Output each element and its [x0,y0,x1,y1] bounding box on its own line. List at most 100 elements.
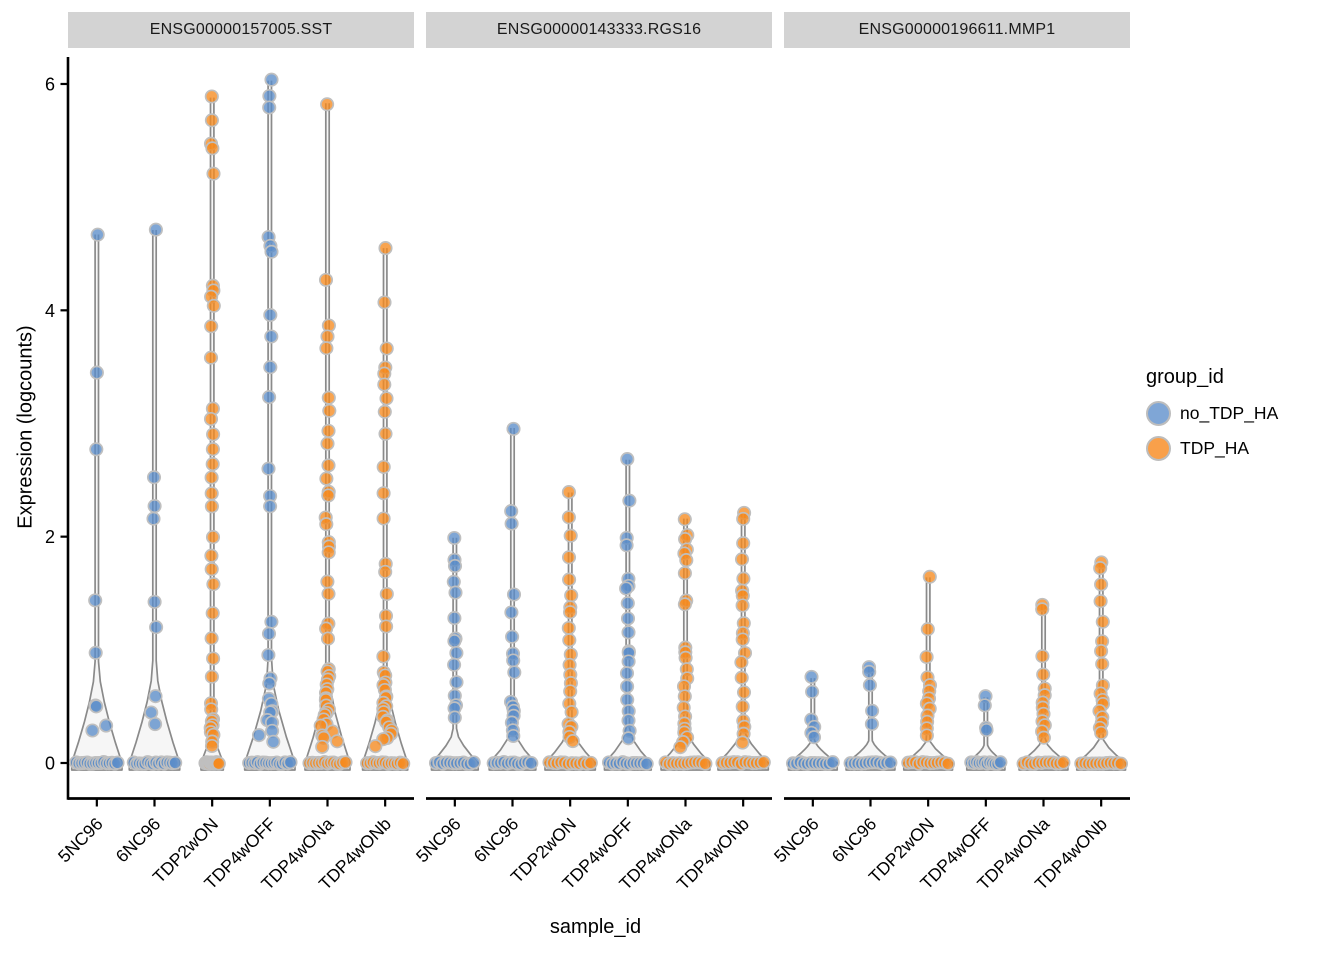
zero-expression-point [338,755,353,770]
data-point [447,530,462,546]
data-point [321,423,336,438]
y-tick-label: 4 [45,301,55,321]
zero-expression-point [211,756,226,771]
zero-expression-point [396,756,411,771]
zero-expression-point [698,756,713,771]
x-tick-label: 5NC96 [770,814,823,867]
data-point [377,295,392,310]
data-point [263,307,278,323]
data-point [1094,725,1109,740]
x-tick-label: 5NC96 [54,814,107,867]
data-point [448,585,463,600]
data-point [920,622,935,637]
data-point [263,499,278,514]
data-point [679,553,694,568]
data-point [147,499,162,514]
data-point [378,564,393,579]
data-point [864,716,879,732]
legend-item-no-tdp-ha[interactable]: no_TDP_HA [1146,401,1278,426]
data-point [1093,561,1108,576]
data-point [564,588,579,603]
data-point [561,510,576,525]
legend-swatch-circle-icon [1146,401,1171,426]
data-point [262,100,277,115]
facet-strip-sst: ENSG00000157005.SST [68,12,414,48]
zero-expression-point [883,755,898,770]
data-point [320,574,335,589]
violin-outline [787,678,839,771]
data-point [144,705,159,720]
facet-title: ENSG00000157005.SST [149,21,333,38]
data-point [1035,602,1050,617]
data-point [504,605,519,620]
data-point [376,486,391,501]
zero-expression-point [466,755,481,770]
data-point [563,684,578,699]
data-point [263,360,278,375]
data-point [561,620,576,636]
violin-outline [70,234,123,771]
data-point [506,728,521,744]
data-point [1036,730,1051,745]
data-point [88,593,103,608]
data-point [266,734,281,749]
legend-item-tdp-ha[interactable]: TDP_HA [1146,436,1278,461]
data-point [206,298,221,313]
data-point [919,649,934,665]
x-axis-title: sample_id [549,916,642,938]
legend-title: group_id [1146,366,1224,388]
data-point [321,390,336,405]
data-point [205,606,220,621]
data-point [206,166,221,181]
data-point [204,669,219,684]
data-point [205,141,220,156]
y-tick-label: 6 [45,74,55,94]
zero-expression-point [756,755,771,770]
data-point [89,365,104,380]
data-point [376,511,391,526]
data-point [89,442,104,457]
data-point [805,684,820,699]
data-point [321,488,336,503]
x-tick-label: 5NC96 [412,814,465,867]
data-point [204,738,220,754]
data-point [734,670,749,685]
zero-expression-point [583,755,598,770]
data-point [321,545,336,560]
data-point [322,403,337,418]
facet-strip-mmp1: ENSG00000196611.MMP1 [784,12,1130,48]
x-tick-label: 6NC96 [112,814,165,867]
data-point [507,665,522,680]
facet-title: ENSG00000196611.MMP1 [858,21,1056,38]
legend-swatch-circle-icon [1146,436,1171,461]
data-point [620,692,635,707]
data-point [264,244,279,259]
data-point [677,512,692,527]
data-point [379,391,394,406]
data-point [673,740,688,755]
data-point [447,611,462,626]
x-tick-label: 6NC96 [828,814,881,867]
data-point [862,678,877,693]
data-point [735,699,750,714]
data-point [678,650,693,665]
data-point [146,470,162,485]
data-point [561,550,577,565]
data-point [447,634,462,649]
data-point [564,705,579,720]
data-point [506,653,521,668]
data-point [204,486,219,501]
data-point [447,657,462,672]
zero-expression-point [825,755,840,770]
data-point [203,350,219,365]
data-point [735,632,750,647]
data-point [735,598,750,613]
data-point [315,739,330,754]
data-point [804,669,819,684]
y-tick-label: 0 [45,754,55,774]
data-point [89,699,104,714]
data-point [203,411,219,427]
data-point [734,655,749,670]
data-point [619,581,634,596]
